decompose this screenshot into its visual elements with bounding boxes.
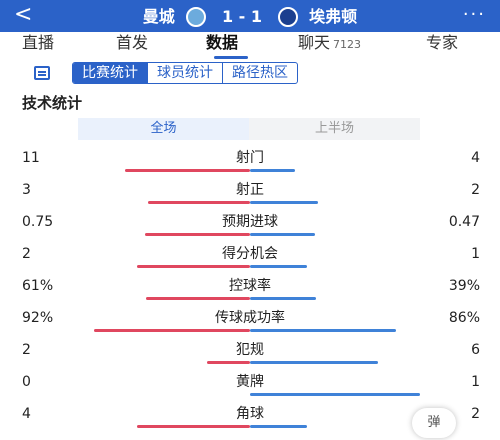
stat-row: 61% 控球率 39%: [0, 274, 500, 306]
stat-name: 控球率: [229, 278, 271, 294]
home-value: 11: [22, 150, 40, 166]
away-bar: [250, 393, 420, 396]
stat-row: 11 射门 4: [0, 146, 500, 178]
away-value: 86%: [448, 310, 480, 326]
home-value: 61%: [22, 278, 54, 294]
home-bar: [148, 201, 250, 204]
everton-badge-icon: [277, 6, 298, 27]
away-value: 6: [471, 342, 480, 358]
period-full-match[interactable]: 全场: [78, 118, 249, 140]
away-bar: [250, 169, 295, 172]
tab-bar: 直播 首发 数据 聊天 7123 专家: [0, 32, 500, 58]
home-value: 0.75: [22, 214, 54, 230]
tab-label: 首发: [116, 33, 149, 52]
section-title: 技术统计: [22, 94, 83, 112]
home-value: 4: [22, 406, 31, 422]
stat-name: 犯规: [236, 342, 264, 358]
stats-card-icon[interactable]: [34, 66, 50, 80]
tab-label: 数据: [206, 33, 239, 52]
away-value: 0.47: [448, 214, 480, 230]
stat-row: 0.75 预期进球 0.47: [0, 210, 500, 242]
stat-row: 2 犯规 6: [0, 338, 500, 370]
danmu-button[interactable]: 弹: [412, 408, 456, 438]
away-value: 39%: [448, 278, 480, 294]
away-value: 1: [471, 374, 480, 390]
tab-label: 直播: [22, 33, 55, 52]
segment-player-stats[interactable]: 球员统计: [147, 63, 222, 83]
stats-segment-control: 比赛统计 球员统计 路径热区: [72, 62, 298, 84]
home-bar: [125, 169, 250, 172]
away-bar: [250, 297, 316, 300]
home-value: 0: [22, 374, 31, 390]
away-bar: [250, 425, 307, 428]
back-chevron-icon[interactable]: <: [14, 2, 33, 27]
home-team-name: 曼城: [142, 6, 175, 26]
stat-row: 92% 传球成功率 86%: [0, 306, 500, 338]
tab-lineup[interactable]: 首发: [116, 32, 148, 54]
away-bar: [250, 233, 315, 236]
away-bar: [250, 265, 307, 268]
stat-row: 4 角球 2: [0, 402, 500, 434]
away-bar: [250, 361, 378, 364]
away-value: 2: [471, 406, 480, 422]
home-bar: [145, 233, 250, 236]
stat-name: 射正: [236, 182, 264, 198]
segment-match-stats[interactable]: 比赛统计: [73, 63, 147, 83]
stat-name: 得分机会: [222, 246, 278, 262]
tab-live[interactable]: 直播: [22, 32, 54, 54]
stat-row: 2 得分机会 1: [0, 242, 500, 274]
away-team-name: 埃弗顿: [309, 6, 358, 26]
stat-name: 黄牌: [236, 374, 264, 390]
home-value: 3: [22, 182, 31, 198]
match-score: 1 - 1: [221, 6, 263, 26]
home-bar: [137, 425, 250, 428]
more-dots-icon[interactable]: ···: [462, 4, 486, 25]
stat-name: 角球: [236, 406, 264, 422]
stat-row: 0 黄牌 1: [0, 370, 500, 402]
manchester-city-badge-icon: [186, 6, 207, 27]
home-value: 92%: [22, 310, 54, 326]
stat-name: 传球成功率: [215, 310, 285, 326]
tab-label: 聊天: [298, 33, 331, 52]
home-bar: [146, 297, 250, 300]
home-value: 2: [22, 246, 31, 262]
home-bar: [94, 329, 250, 332]
stats-list: 11 射门 4 3 射正 2 0.75 预期进球 0.47 2 得分机会 1 61% 控球率 39%…: [0, 146, 500, 434]
away-bar: [250, 201, 318, 204]
away-value: 1: [471, 246, 480, 262]
tab-chat[interactable]: 聊天 7123: [298, 32, 361, 56]
tab-data[interactable]: 数据: [206, 32, 238, 54]
home-bar: [137, 265, 250, 268]
period-first-half[interactable]: 上半场: [249, 118, 420, 140]
active-tab-indicator: [214, 56, 248, 59]
match-title: 曼城 1 - 1 埃弗顿: [0, 6, 500, 27]
stat-name: 射门: [236, 150, 264, 166]
chat-count: 7123: [333, 38, 362, 51]
away-value: 2: [471, 182, 480, 198]
tab-expert[interactable]: 专家: [426, 32, 458, 54]
stat-row: 3 射正 2: [0, 178, 500, 210]
home-value: 2: [22, 342, 31, 358]
top-bar: < 曼城 1 - 1 埃弗顿 ···: [0, 0, 500, 32]
period-toggle: 全场 上半场: [78, 118, 420, 140]
home-bar: [207, 361, 250, 364]
away-value: 4: [471, 150, 480, 166]
away-bar: [250, 329, 396, 332]
stat-name: 预期进球: [222, 214, 278, 230]
segment-heatmap[interactable]: 路径热区: [222, 63, 297, 83]
tab-label: 专家: [426, 33, 459, 52]
